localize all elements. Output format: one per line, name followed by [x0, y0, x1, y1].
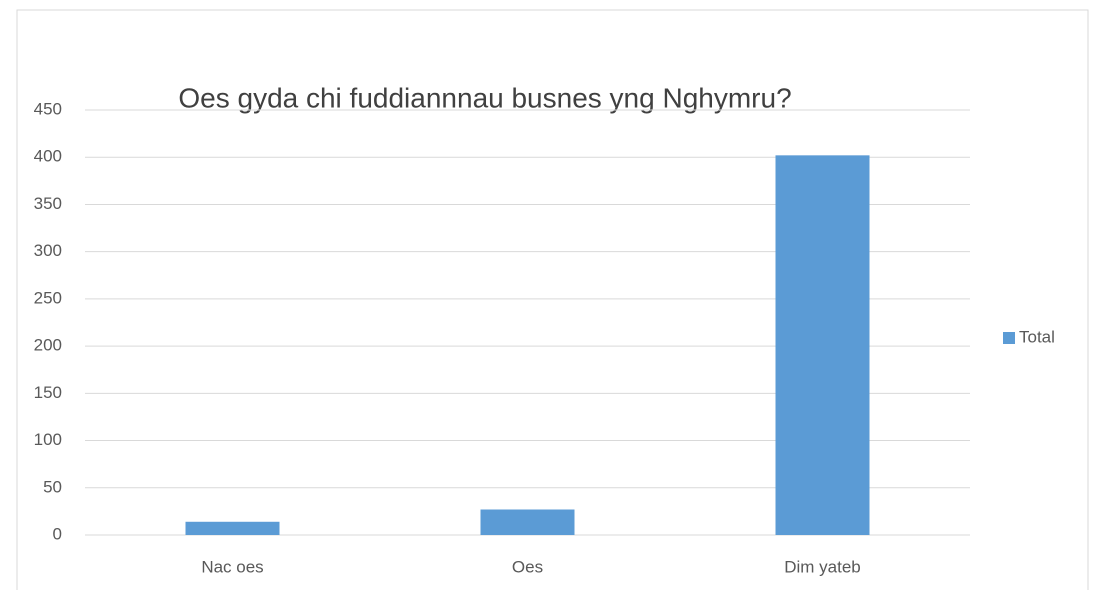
- bar: [480, 509, 575, 535]
- y-tick-label: 0: [53, 524, 62, 543]
- chart-title: Oes gyda chi fuddiannnau busnes yng Nghy…: [178, 82, 791, 113]
- x-tick-label: Dim yateb: [784, 557, 861, 576]
- legend-swatch: [1003, 332, 1015, 344]
- y-tick-label: 400: [34, 147, 62, 166]
- y-tick-label: 150: [34, 383, 62, 402]
- y-tick-label: 50: [43, 477, 62, 496]
- x-tick-label: Nac oes: [201, 557, 263, 576]
- y-tick-label: 250: [34, 288, 62, 307]
- y-tick-label: 100: [34, 430, 62, 449]
- x-tick-label: Oes: [512, 557, 543, 576]
- y-tick-label: 450: [34, 99, 62, 118]
- y-tick-label: 350: [34, 194, 62, 213]
- chart-border: [16, 9, 1089, 590]
- legend-label: Total: [1019, 327, 1055, 346]
- bar: [775, 155, 870, 536]
- bar: [185, 521, 280, 535]
- y-tick-label: 300: [34, 241, 62, 260]
- y-tick-label: 200: [34, 336, 62, 355]
